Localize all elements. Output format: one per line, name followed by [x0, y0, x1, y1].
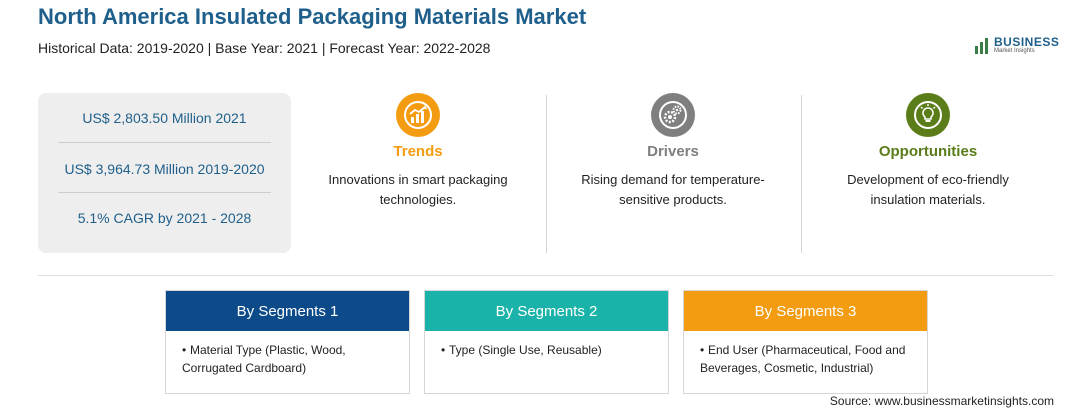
trends-column: Trends Innovations in smart packaging te… — [298, 93, 538, 210]
drivers-title: Drivers — [647, 143, 699, 160]
segment-1-header: By Segments 1 — [166, 291, 409, 331]
stat-cagr: 5.1% CAGR by 2021 - 2028 — [77, 210, 252, 226]
gears-icon — [651, 93, 695, 137]
opportunities-column: Opportunities Development of eco-friendl… — [808, 93, 1048, 210]
column-divider — [546, 95, 547, 253]
section-divider — [38, 275, 1054, 276]
opportunities-text: Development of eco-friendly insulation m… — [847, 172, 1009, 207]
page-subtitle: Historical Data: 2019-2020 | Base Year: … — [38, 40, 491, 56]
segment-3-header: By Segments 3 — [684, 291, 927, 331]
lightbulb-icon — [906, 93, 950, 137]
segment-card-1: By Segments 1 • Material Type (Plastic, W… — [165, 290, 410, 394]
segment-1-body: • Material Type (Plastic, Wood, Corrugate… — [182, 343, 346, 375]
segment-1-item: Material Type (Plastic, Wood, Corrugated… — [182, 343, 346, 375]
segment-2-header: By Segments 2 — [425, 291, 668, 331]
stat-divider — [58, 142, 271, 143]
logo-sub-text: Market Insights — [994, 48, 1035, 54]
segment-3-item: End User (Pharmaceutical, Food and Bever… — [700, 343, 906, 375]
drivers-text: Rising demand for temperature-sensitive … — [581, 172, 765, 207]
stats-panel: US$ 2,803.50 Million 2021 US$ 3,964.73 M… — [38, 93, 291, 253]
page-title: North America Insulated Packaging Materi… — [38, 4, 587, 29]
logo-main-text: BUSINESS — [994, 35, 1060, 49]
trends-title: Trends — [393, 143, 443, 160]
company-logo: BUSINESS Market Insights — [975, 36, 1059, 54]
stat-divider — [58, 192, 271, 193]
segment-card-2: By Segments 2 • Type (Single Use, Reusabl… — [424, 290, 669, 394]
column-divider — [801, 95, 802, 253]
trend-chart-icon — [396, 93, 440, 137]
stat-market-size: US$ 2,803.50 Million 2021 — [82, 110, 247, 126]
segment-card-3: By Segments 3 • End User (Pharmaceutical,… — [683, 290, 928, 394]
opportunities-title: Opportunities — [878, 143, 978, 160]
segment-3-body: • End User (Pharmaceutical, Food and Beve… — [700, 343, 906, 375]
drivers-column: Drivers Rising demand for temperature-se… — [553, 93, 793, 210]
segment-2-item: Type (Single Use, Reusable) — [449, 343, 602, 357]
stat-historical: US$ 3,964.73 Million 2019-2020 — [64, 161, 265, 177]
segment-2-body: • Type (Single Use, Reusable) — [441, 343, 602, 357]
source-text: Source: www.businessmarketinsights.com — [829, 394, 1054, 408]
trends-text: Innovations in smart packaging technolog… — [328, 172, 508, 207]
bar-logo-icon — [975, 36, 991, 54]
